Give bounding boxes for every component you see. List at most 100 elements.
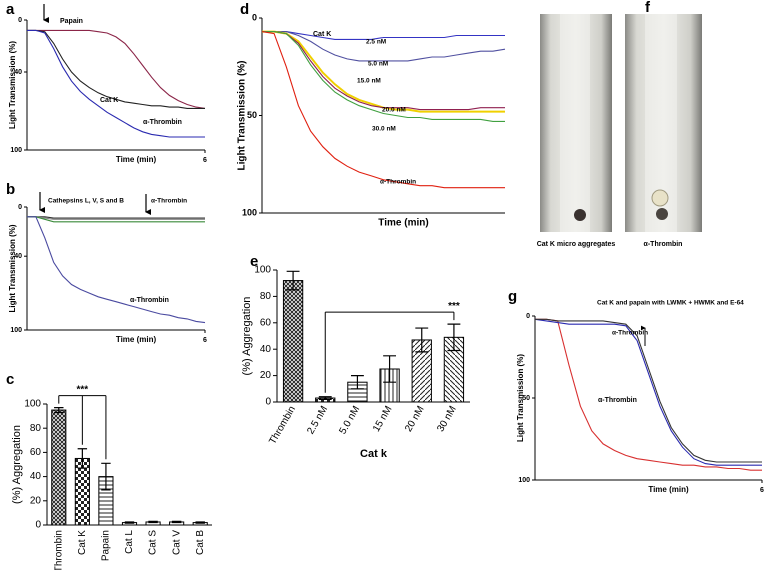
y-tick-label: 0 <box>265 397 271 408</box>
line-chart: 0 40 100 6 Time (min) Light Transmission (%) α… <box>8 198 207 344</box>
annotation: Cat K and papain with LWMK + HWMK and E-… <box>597 300 744 307</box>
error-bar <box>195 521 205 524</box>
y-tick-label: 20 <box>260 370 272 381</box>
y-axis-label: (%) Aggregation <box>241 297 253 376</box>
series-label: 20.0 nM <box>382 107 406 114</box>
series-label: 15.0 nM <box>357 78 381 85</box>
error-bar-line <box>415 327 429 353</box>
series-label: α-Thrombin <box>130 297 169 304</box>
error-bar-line <box>77 448 88 469</box>
y-tick-label: 50 <box>247 110 257 120</box>
series-line <box>535 318 762 471</box>
x-tick-label: Cat V <box>171 530 182 555</box>
x-tick-label: 2.5 nM <box>305 404 330 436</box>
error-bar-line <box>54 407 64 414</box>
y-axis-label: Light Transmission (%) <box>237 60 248 170</box>
y-tick-label: 100 <box>242 207 257 217</box>
error-bar <box>171 520 182 524</box>
error-bar <box>124 521 135 524</box>
series-label: Cat K <box>100 97 118 104</box>
photo-aggregate <box>574 209 586 221</box>
line-chart: 0 50 100 6 Time (min) Light Transmission (%) α… <box>516 300 764 494</box>
y-tick-label: 100 <box>10 327 22 334</box>
annotation: Cat K <box>313 31 331 38</box>
y-tick-label: 40 <box>14 69 22 76</box>
x-tick-label: Papain <box>101 530 112 561</box>
series-line <box>27 216 205 223</box>
x-tick-label: Cat S <box>148 530 159 555</box>
y-tick-label: 100 <box>10 147 22 154</box>
series-label: Papain <box>60 18 83 25</box>
series-line <box>27 29 206 109</box>
line-chart: 0 50 100 Time (min) Light Transmission (%) 2.… <box>237 12 506 229</box>
series-line <box>262 31 505 111</box>
photo-aggregate <box>651 189 669 207</box>
bar <box>282 280 304 403</box>
photo-caption: α-Thrombin <box>644 241 683 248</box>
series-line <box>262 31 505 40</box>
error-bar-line <box>383 355 397 383</box>
annotation: α-Thrombin <box>151 198 187 205</box>
x-axis-label: Time (min) <box>116 155 157 164</box>
series-line <box>261 31 505 189</box>
bar-chart: 0 20 40 60 80 100 (%) Aggregation Thrombin Cat K… <box>11 384 212 570</box>
panel-letter: g <box>508 288 517 305</box>
x-axis-label: Cat k <box>360 448 388 460</box>
series-line <box>262 31 505 122</box>
line-chart: 0 40 100 6 Time (min) Light Transmission (%) P… <box>8 17 207 164</box>
series-label: α-Thrombin <box>380 179 416 186</box>
y-tick-label: 0 <box>18 17 22 24</box>
y-tick-label: 40 <box>260 344 272 355</box>
y-tick-label: 0 <box>252 12 257 22</box>
photo-aggregate <box>656 208 668 220</box>
error-bar-line <box>318 396 332 400</box>
y-tick-label: 60 <box>260 317 272 328</box>
x-tick-label: 6 <box>203 157 207 164</box>
error-bar-line <box>101 462 111 491</box>
x-tick-label: Thrombin <box>267 404 298 446</box>
y-axis-label: (%) Aggregation <box>11 425 23 504</box>
panel-letter: f <box>645 0 651 16</box>
annotation: Cathepsins L, V, S and B <box>48 198 124 205</box>
y-tick-label: 80 <box>260 291 272 302</box>
x-tick-label: 30 nM <box>435 404 458 434</box>
y-tick-label: 40 <box>14 253 22 260</box>
annotation: α-Thrombin <box>612 330 648 337</box>
error-bar <box>77 448 88 469</box>
y-axis-label: Light Transmission (%) <box>516 354 525 442</box>
error-bar <box>318 396 332 400</box>
y-tick-label: 100 <box>518 477 530 484</box>
y-axis-label: Light Transmission (%) <box>8 41 17 129</box>
bar <box>51 409 67 526</box>
x-tick-label: 5.0 nM <box>337 404 362 436</box>
error-bar <box>415 327 429 353</box>
x-tick-label: Thrombin <box>53 530 64 570</box>
error-bar <box>101 462 111 491</box>
error-bar-line <box>447 323 461 352</box>
panel-letter: c <box>6 371 14 388</box>
y-axis-label: Light Transmission (%) <box>8 224 17 312</box>
series-label: 30.0 nM <box>372 126 396 133</box>
y-tick-label: 40 <box>30 471 42 482</box>
series-line <box>27 216 205 220</box>
error-bar-line <box>286 270 300 291</box>
significance-bracket <box>324 311 455 393</box>
y-tick-label: 0 <box>18 204 22 211</box>
series-label: 2.5 nM <box>366 39 386 46</box>
panel-letter: a <box>6 1 15 18</box>
x-tick-label: 6 <box>760 487 764 494</box>
x-tick-label: Cat K <box>77 530 88 555</box>
x-axis-label: Time (min) <box>378 218 428 229</box>
photo-caption: Cat K micro aggregates <box>537 241 616 248</box>
error-bar-line <box>171 520 182 524</box>
error-bar-line <box>148 520 158 524</box>
error-bar-line <box>350 375 364 390</box>
y-tick-label: 50 <box>522 395 530 402</box>
error-bar-line <box>195 521 205 524</box>
bar-chart: 0 20 40 60 80 100 (%) Aggregation Cat k Thrombin… <box>241 265 470 460</box>
error-bar <box>383 355 397 383</box>
significance-bracket <box>58 395 107 460</box>
y-tick-label: 100 <box>254 265 271 276</box>
y-tick-label: 20 <box>30 495 42 506</box>
x-axis-label: Time (min) <box>116 335 157 344</box>
